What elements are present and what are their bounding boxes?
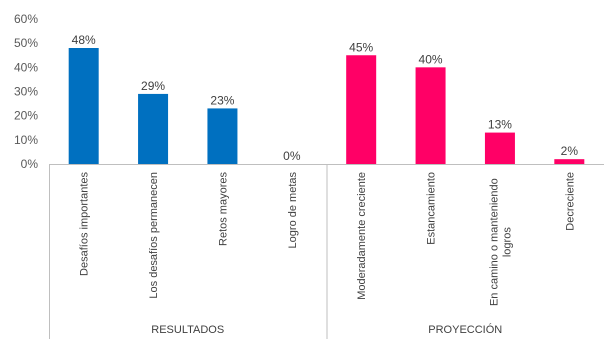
x-tick-label: Los desafíos permanecen [148,172,160,299]
x-tick-label: Estancamiento [426,172,438,245]
bar-value-label: 0% [283,149,301,163]
bar-value-label: 23% [210,93,234,107]
y-tick-label: 60% [14,12,38,26]
value-labels-layer: 48% 29% 23% 0% 45% 40% 13% 2% [72,33,579,163]
bar [484,132,515,164]
y-tick-label: 50% [14,36,38,50]
y-tick-label: 20% [14,109,38,123]
y-tick-label: 40% [14,60,38,74]
bar [138,93,169,164]
bar-value-label: 40% [419,52,443,66]
y-tick-label: 0% [21,157,39,171]
bar [207,108,238,164]
bar [415,67,446,164]
bar [68,48,99,164]
x-tick-label: Desafíos importantes [79,172,91,276]
y-tick-label: 30% [14,85,38,99]
bar [346,55,377,164]
group-label: RESULTADOS [151,324,224,336]
x-axis: Desafíos importantes Los desafíos permane… [49,164,604,339]
y-axis: 0% 10% 20% 30% 40% 50% 60% [14,12,38,171]
bar-value-label: 45% [349,40,373,54]
bar [554,159,585,164]
group-label: PROYECCIÓN [428,323,502,336]
y-tick-label: 10% [14,133,38,147]
x-tick-label: Decreciente [564,172,576,231]
x-tick-label: Logro de metas [287,172,299,249]
x-tick-label: Retos mayores [217,172,229,246]
bars-layer [68,48,585,164]
bar-value-label: 13% [488,118,512,132]
x-tick-label: Moderadamente creciente [356,172,368,300]
bar-value-label: 29% [141,79,165,93]
bar-value-label: 48% [72,33,96,47]
x-tick-label: En camino o manteniendologros [488,178,513,306]
bar-value-label: 2% [561,144,579,158]
